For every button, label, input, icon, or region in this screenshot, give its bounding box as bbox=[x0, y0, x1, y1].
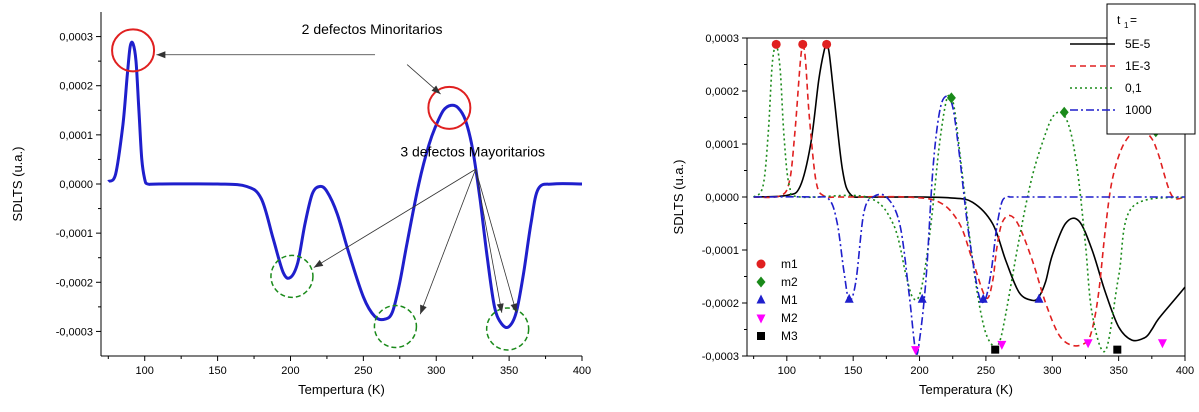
marker-legend-label: M2 bbox=[781, 311, 798, 325]
x-axis-title: Tempertura (K) bbox=[298, 382, 385, 397]
y-tick-label: 0,0003 bbox=[705, 33, 739, 45]
annotation-arrow bbox=[475, 169, 503, 313]
arrow-head bbox=[510, 303, 518, 313]
marker-point bbox=[1157, 339, 1167, 349]
y-tick-label: 0,0003 bbox=[59, 32, 93, 44]
x-tick-label: 300 bbox=[1043, 365, 1061, 377]
marker-legend-label: M1 bbox=[781, 293, 798, 307]
y-tick-label: 0,0000 bbox=[705, 192, 739, 204]
marker-point bbox=[1059, 106, 1069, 118]
series-line-1000 bbox=[753, 95, 1185, 355]
x-tick-label: 150 bbox=[844, 365, 862, 377]
marker-legend-label: m2 bbox=[781, 275, 798, 289]
y-tick-label: -0,0003 bbox=[56, 326, 93, 338]
arrow-head bbox=[156, 51, 166, 59]
x-tick-label: 300 bbox=[427, 365, 445, 377]
y-tick-label: 0,0001 bbox=[705, 139, 739, 151]
legend-label: 1000 bbox=[1125, 103, 1152, 117]
x-tick-label: 250 bbox=[977, 365, 995, 377]
legend-title: t bbox=[1117, 13, 1121, 27]
annotation-arrow bbox=[475, 169, 517, 313]
chart-left: 100 150 200 250 300 350 400 -0,0003 -0,0002 -0,00… bbox=[10, 12, 591, 397]
x-tick-label: 400 bbox=[573, 365, 591, 377]
marker-point bbox=[997, 340, 1007, 350]
arrow-head bbox=[431, 85, 441, 95]
legend-label: 1E-3 bbox=[1125, 59, 1151, 73]
x-tick-label: 400 bbox=[1176, 365, 1194, 377]
x-tick-label: 200 bbox=[281, 365, 299, 377]
y-tick-label: 0,0001 bbox=[59, 130, 93, 142]
x-tick-label: 100 bbox=[136, 365, 154, 377]
marker-point bbox=[991, 345, 1000, 354]
marker-legend-label: M3 bbox=[781, 329, 798, 343]
x-axis-title: Temperatura (K) bbox=[919, 382, 1013, 397]
arrow-head bbox=[496, 303, 504, 313]
y-tick-label: 0,0002 bbox=[705, 86, 739, 98]
x-tick-label: 200 bbox=[910, 365, 928, 377]
marker-point bbox=[756, 259, 766, 269]
series-line-5E-5 bbox=[753, 44, 1186, 342]
annotation-arrow bbox=[313, 168, 476, 268]
legend-box bbox=[1106, 3, 1196, 135]
y-tick-label: 0,0002 bbox=[59, 81, 93, 93]
x-tick-label: 350 bbox=[500, 365, 518, 377]
marker-point bbox=[978, 293, 988, 303]
marker-point bbox=[756, 314, 766, 324]
y-tick-label: -0,0002 bbox=[56, 277, 93, 289]
marker-point bbox=[1113, 345, 1122, 354]
annotation-mayoritarios: 3 defectos Mayoritarios bbox=[400, 143, 545, 159]
legend-label: 0,1 bbox=[1125, 81, 1142, 95]
valley-highlight-circle bbox=[485, 307, 530, 351]
peak-highlight-circle bbox=[111, 28, 156, 73]
legend-title-suffix: = bbox=[1130, 13, 1137, 27]
marker-point bbox=[1034, 293, 1044, 303]
marker-point bbox=[771, 39, 781, 49]
marker-point bbox=[911, 346, 921, 356]
y-tick-label: -0,0001 bbox=[702, 245, 739, 257]
annotation-arrow bbox=[419, 169, 476, 315]
arrow-head bbox=[313, 259, 324, 268]
marker-point bbox=[917, 293, 927, 303]
annotation-minoritarios: 2 defectos Minoritarios bbox=[302, 21, 443, 37]
marker-point bbox=[756, 294, 766, 304]
y-axis-title: SDLTS (u.a.) bbox=[671, 160, 686, 235]
peak-highlight-circle bbox=[427, 85, 472, 130]
arrow-head bbox=[420, 304, 427, 315]
valley-highlight-circle bbox=[270, 254, 314, 299]
series-line bbox=[107, 40, 583, 330]
legend-label: 5E-5 bbox=[1125, 37, 1151, 51]
marker-point bbox=[1083, 339, 1093, 349]
legend-title-sub: 1 bbox=[1124, 21, 1129, 30]
series-line-1E-3 bbox=[753, 44, 1186, 347]
y-tick-label: -0,0003 bbox=[702, 351, 739, 363]
x-tick-label: 150 bbox=[208, 365, 226, 377]
x-tick-label: 350 bbox=[1109, 365, 1127, 377]
marker-point bbox=[822, 39, 832, 49]
x-tick-label: 250 bbox=[354, 365, 372, 377]
y-axis-title: SDLTS (u.a.) bbox=[10, 147, 25, 222]
y-tick-label: 0,0000 bbox=[59, 179, 93, 191]
marker-point bbox=[844, 293, 854, 303]
valley-highlight-circle bbox=[373, 304, 418, 349]
marker-point bbox=[798, 39, 808, 49]
x-tick-label: 100 bbox=[778, 365, 796, 377]
marker-point bbox=[756, 276, 766, 288]
y-tick-label: -0,0001 bbox=[56, 228, 93, 240]
marker-point bbox=[946, 92, 956, 104]
marker-legend-label: m1 bbox=[781, 257, 798, 271]
y-tick-label: -0,0002 bbox=[702, 298, 739, 310]
marker-point bbox=[757, 332, 765, 340]
